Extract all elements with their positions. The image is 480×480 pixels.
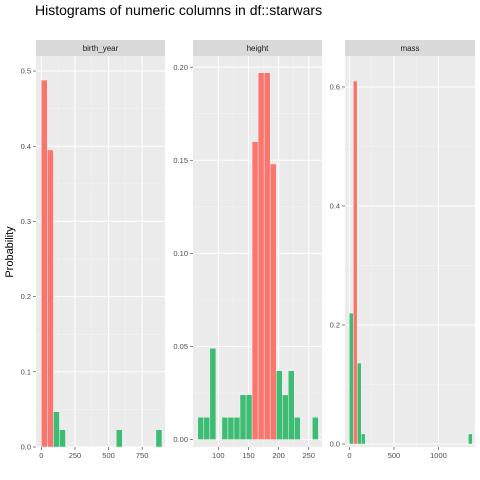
histogram-bar [357,362,362,445]
panel-birth_year: birth_year 0.0 0.1 0.2 0.3 0.4 0.5 0 250 500 750 [21,40,165,460]
y-tick-label: 0.05 [173,342,188,351]
x-tick-label: 100 [212,451,225,460]
y-tick-label: 0.6 [330,83,340,92]
y-tick-label: 0.0 [21,443,31,452]
histogram-bar [288,370,295,440]
histogram-bar [47,149,54,448]
x-tick-label: 150 [242,451,255,460]
x-tick-label: 200 [272,451,285,460]
histogram-bar [227,417,235,440]
facet-strip [345,40,475,56]
x-tick-label: 500 [388,451,401,460]
histogram-bar [468,433,473,445]
y-tick-label: 0.2 [330,321,340,330]
histogram-bar [233,417,241,440]
histogram-bar [353,80,358,445]
y-tick-label: 0.00 [173,435,188,444]
histogram-bar [282,394,289,440]
y-tick-label: 0.5 [21,67,31,76]
x-tick-label: 250 [302,451,315,460]
histogram-bar [197,417,205,440]
histogram-bar [312,417,319,440]
x-tick-label: 500 [102,451,115,460]
histogram-bar [349,312,354,445]
x-tick-label: 1000 [430,451,447,460]
histogram-bar [245,394,253,440]
panel-background [345,56,475,447]
histogram-bar [239,394,247,440]
histogram-bar [294,417,301,440]
histogram-bar [257,72,265,440]
panel-mass: mass 0.0 0.2 0.4 0.6 0 500 1000 [330,40,475,460]
histogram-bar [155,429,163,448]
facet-strip [193,40,322,56]
x-tick-label: 250 [69,451,82,460]
histogram-bar [59,429,66,448]
panel-height: height 0.00 0.05 0.10 0.15 0.20 100 150 200 250 [173,40,322,460]
y-tick-label: 0.1 [21,367,31,376]
facet-strip-label: height [247,44,270,53]
histogram-bar [53,411,60,448]
panel-background [36,56,165,447]
y-tick-label: 0.4 [21,142,31,151]
histogram-bar [263,72,271,440]
y-tick-label: 0.4 [330,202,340,211]
histogram-bar [361,433,366,445]
x-tick-label: 0 [347,451,351,460]
facet-strip-label: mass [400,44,419,53]
x-tick-label: 750 [136,451,149,460]
histogram-bar [251,141,259,440]
y-tick-label: 0.10 [173,249,188,258]
histogram-bar [275,370,283,440]
chart-title: Histograms of numeric columns in df::sta… [35,2,322,18]
histogram-bar [221,417,229,440]
histogram-bar [41,79,48,448]
facet-strip [36,40,165,56]
histogram-bar [116,429,123,448]
y-tick-label: 0.2 [21,292,31,301]
y-tick-label: 0.3 [21,217,31,226]
facet-strip-label: birth_year [83,44,119,53]
histogram-bar [203,417,211,440]
y-tick-label: 0.15 [173,156,188,165]
facet-panels: birth_year 0.0 0.1 0.2 0.3 0.4 0.5 0 250 500 750 he… [21,40,475,460]
x-tick-label: 0 [39,451,43,460]
y-axis-label: Probability [4,226,16,278]
y-tick-label: 0.0 [330,440,340,449]
histogram-bar [269,163,277,440]
y-tick-label: 0.20 [173,63,188,72]
histogram-bar [209,348,217,440]
